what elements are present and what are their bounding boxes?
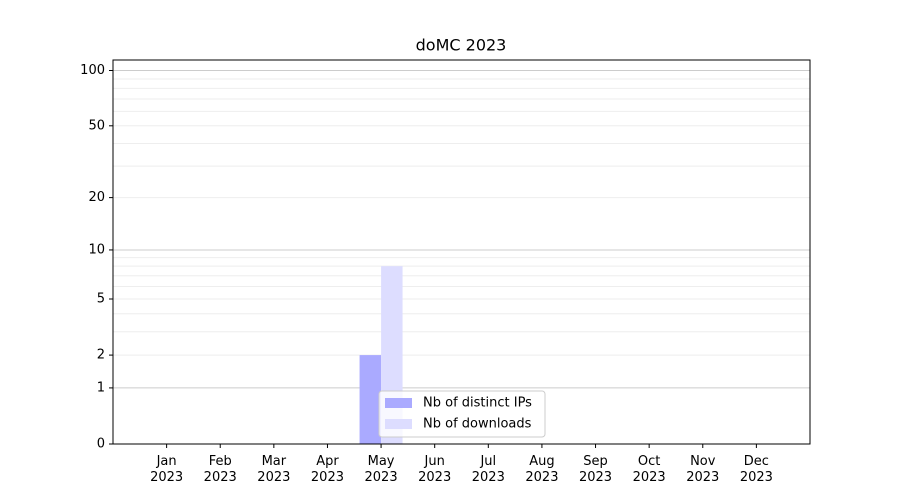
y-tick-label: 1 [97, 380, 105, 395]
x-tick-label: Feb 2023 [204, 454, 237, 485]
x-tick-label: Jun 2023 [418, 454, 451, 485]
y-tick-label: 20 [88, 190, 105, 205]
x-tick-label: May 2023 [365, 454, 398, 485]
y-tick-label: 50 [88, 118, 105, 133]
bar [359, 355, 382, 444]
x-tick-label: Mar 2023 [257, 454, 290, 485]
y-tick-label: 10 [88, 242, 105, 257]
x-tick-label: Dec 2023 [740, 454, 773, 485]
x-tick-label: Apr 2023 [311, 454, 344, 485]
y-tick-label: 2 [97, 348, 105, 363]
legend-box [378, 390, 546, 438]
x-tick-label: Jan 2023 [150, 454, 183, 485]
plot-frame [112, 59, 811, 445]
y-tick-label: 100 [80, 63, 105, 78]
x-tick-label: Sep 2023 [579, 454, 612, 485]
legend-label: Nb of downloads [423, 417, 532, 432]
x-tick-label: Jul 2023 [472, 454, 505, 485]
x-tick-label: Aug 2023 [525, 454, 558, 485]
y-tick-label: 0 [97, 437, 105, 452]
legend-label: Nb of distinct IPs [423, 396, 532, 411]
x-tick-label: Oct 2023 [633, 454, 666, 485]
legend-swatch [385, 398, 412, 408]
x-tick-label: Nov 2023 [686, 454, 719, 485]
chart-title: doMC 2023 [416, 36, 507, 55]
legend-swatch [385, 419, 412, 429]
y-tick-label: 5 [97, 291, 105, 306]
